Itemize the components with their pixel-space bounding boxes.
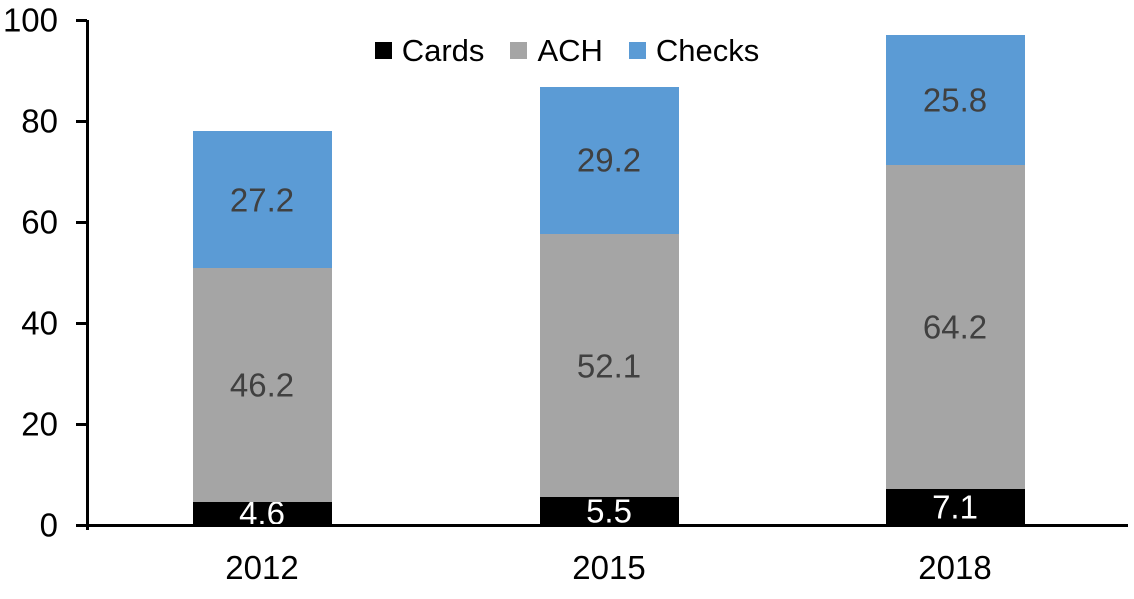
y-axis-tick: [76, 422, 87, 426]
y-axis-tick: [76, 220, 87, 224]
bar-segment-checks-2012: [192, 131, 332, 269]
bar-segment-cards-2015: [539, 497, 679, 525]
legend-swatch-cards-icon: [374, 41, 392, 59]
legend-label: ACH: [537, 32, 603, 68]
x-axis-label-2015: 2015: [572, 549, 646, 586]
bar-value-label: 52.1: [576, 347, 642, 385]
y-axis-tick-label: 20: [21, 405, 58, 443]
bar-segment-ach-2012: [192, 268, 332, 502]
y-axis-line: [86, 20, 89, 530]
y-axis-tick: [76, 523, 87, 527]
legend-item-cards: Cards: [374, 32, 485, 68]
y-axis-tick: [76, 18, 87, 22]
bar-segment-checks-2018: [885, 34, 1025, 165]
y-axis-tick-label: 60: [21, 203, 58, 241]
legend-item-checks: Checks: [628, 32, 760, 68]
legend-swatch-checks-icon: [628, 41, 646, 59]
legend-label: Checks: [655, 32, 760, 68]
y-axis-tick-label: 100: [2, 1, 58, 39]
bar-value-label: 27.2: [229, 181, 295, 219]
bar-value-label: 64.2: [922, 308, 988, 346]
x-axis-label-2018: 2018: [918, 549, 992, 586]
bar-value-label: 29.2: [576, 141, 642, 179]
legend-item-ach: ACH: [510, 32, 603, 68]
x-axis-line: [86, 523, 1128, 527]
bar-segment-cards-2012: [192, 501, 332, 525]
bar-segment-ach-2018: [885, 164, 1025, 490]
legend-label: Cards: [401, 32, 485, 68]
y-axis-tick-label: 40: [21, 304, 58, 342]
y-axis-tick-label: 80: [21, 102, 58, 140]
y-axis-tick: [76, 119, 87, 123]
bar-segment-ach-2015: [539, 234, 679, 498]
legend-swatch-ach-icon: [510, 41, 528, 59]
bar-value-label: 5.5: [586, 492, 632, 530]
bar-value-label: 46.2: [229, 366, 295, 404]
bar-segment-cards-2018: [885, 489, 1025, 525]
chart-legend: Cards ACH Checks: [0, 33, 1134, 67]
bar-value-label: 7.1: [932, 488, 978, 526]
bar-segment-checks-2015: [539, 86, 679, 235]
y-axis-tick: [76, 321, 87, 325]
x-axis-label-2012: 2012: [225, 549, 299, 586]
bar-value-label: 25.8: [922, 81, 988, 119]
y-axis-tick-label: 0: [39, 506, 58, 544]
